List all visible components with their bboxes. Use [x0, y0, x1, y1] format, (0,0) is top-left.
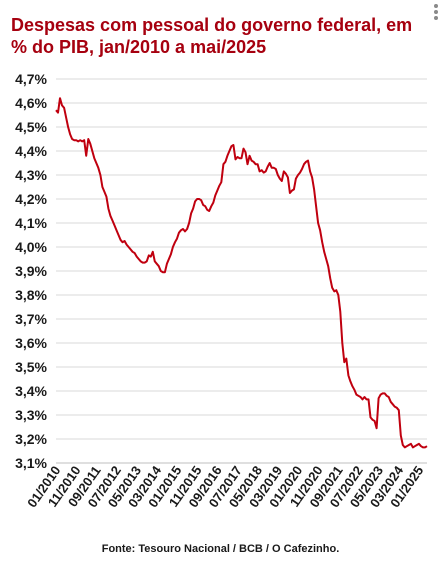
more-vertical-icon[interactable] — [433, 4, 439, 20]
y-tick-label: 4,1% — [15, 215, 47, 231]
y-tick-label: 3,6% — [15, 335, 47, 351]
y-tick-label: 3,9% — [15, 263, 47, 279]
x-axis-tick-labels: 01/201011/201009/201107/201205/201303/20… — [24, 462, 426, 510]
y-tick-label: 4,3% — [15, 167, 47, 183]
y-tick-label: 3,2% — [15, 431, 47, 447]
y-tick-label: 3,4% — [15, 383, 47, 399]
y-tick-label: 3,5% — [15, 359, 47, 375]
y-tick-label: 3,3% — [15, 407, 47, 423]
y-tick-label: 4,6% — [15, 95, 47, 111]
y-tick-label: 3,8% — [15, 287, 47, 303]
y-tick-label: 4,7% — [15, 71, 47, 87]
y-tick-label: 4,2% — [15, 191, 47, 207]
y-tick-label: 4,0% — [15, 239, 47, 255]
y-tick-label: 3,7% — [15, 311, 47, 327]
chart-title: Despesas com pessoal do governo federal,… — [11, 15, 413, 57]
y-tick-label: 4,5% — [15, 119, 47, 135]
y-axis-tick-labels: 3,1% 3,2% 3,3% 3,4% 3,5% 3,6% 3,7% 3,8% 3,9% 4,0%… — [15, 71, 47, 471]
y-tick-label: 4,4% — [15, 143, 47, 159]
gridlines — [56, 78, 427, 440]
source-note: Fonte: Tesouro Nacional / BCB / O Cafezi… — [101, 543, 340, 555]
series-line — [55, 97, 428, 449]
y-tick-label: 3,1% — [15, 455, 47, 471]
